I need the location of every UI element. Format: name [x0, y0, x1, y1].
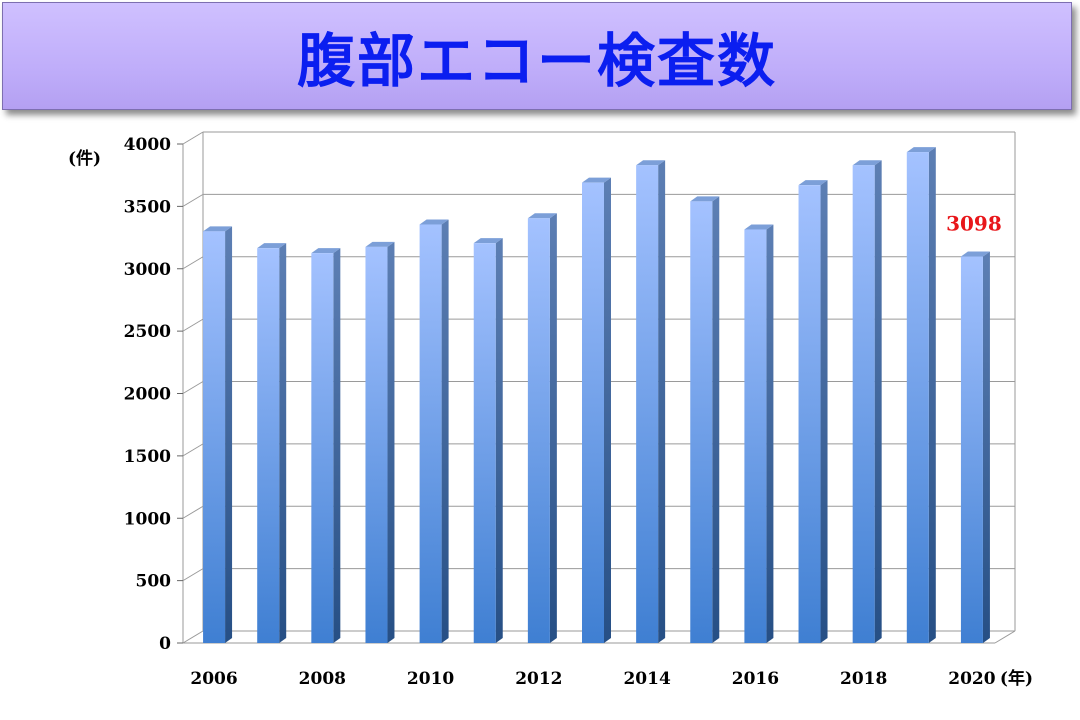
gridline-diagonal — [182, 256, 204, 270]
bar-side — [495, 238, 503, 643]
bar-2007 — [257, 243, 287, 643]
bar-side — [549, 213, 557, 643]
bar-2019 — [906, 147, 936, 643]
page-title: 腹部エコー検査数 — [296, 27, 777, 95]
bar-2008 — [311, 248, 341, 643]
bar-front — [960, 256, 983, 643]
bar-front — [906, 152, 929, 643]
bar-top — [473, 238, 503, 244]
bar-front — [744, 229, 767, 644]
bar-front — [527, 218, 550, 643]
bar-side — [982, 251, 990, 643]
bar-side — [766, 224, 774, 644]
bar-side — [658, 160, 666, 643]
bar-side — [712, 196, 720, 643]
bar-2016 — [744, 224, 774, 644]
gridline-diagonal — [182, 381, 204, 394]
bar-front — [636, 165, 659, 643]
bar-top — [906, 147, 936, 153]
data-label: 3098 — [946, 212, 1002, 236]
bar-2013 — [582, 177, 611, 644]
bar-side — [225, 226, 233, 643]
bar-front — [365, 246, 388, 643]
bar-top — [744, 224, 774, 230]
bar-front — [419, 224, 442, 643]
bar-side — [333, 248, 341, 643]
y-tick-label: 3500 — [124, 197, 171, 217]
x-tick-label: 2012 — [515, 669, 562, 689]
bar-front — [582, 182, 604, 644]
x-tick-label: 2010 — [407, 669, 454, 689]
bar-2009 — [365, 241, 395, 643]
y-tick-label: 1500 — [124, 447, 171, 467]
bar-top — [636, 160, 666, 166]
gridline-diagonal — [182, 568, 204, 582]
bar-side — [604, 177, 611, 644]
axis-labels: 0 500 1000 1500 2000 2500 3000 3500 4000 2006 2008… — [68, 135, 1033, 689]
bar-top — [852, 160, 882, 166]
x-tick-label: 2014 — [623, 669, 670, 689]
bar-2020 — [960, 251, 990, 643]
bar-2011 — [473, 238, 503, 643]
bar-top — [203, 226, 233, 232]
y-tick-label: 2000 — [124, 385, 171, 405]
bar-top — [527, 213, 557, 219]
bar-2017 — [798, 180, 828, 644]
bar-2010 — [419, 219, 449, 643]
bar-2018 — [852, 160, 882, 643]
gridline-diagonal — [182, 193, 204, 207]
gridline-diagonal — [182, 131, 204, 145]
gridline-diagonal — [182, 630, 204, 644]
bar-top — [582, 177, 611, 183]
gridline-diagonal — [182, 318, 204, 332]
y-tick-label: 4000 — [124, 135, 171, 155]
bars — [203, 147, 990, 644]
y-tick-label: 3000 — [124, 260, 171, 280]
y-tick-label: 0 — [159, 634, 171, 654]
bar-front — [473, 243, 496, 643]
bar-2006 — [203, 226, 233, 643]
bar-side — [441, 219, 449, 643]
bar-top — [311, 248, 341, 254]
bar-2015 — [690, 196, 720, 643]
gridline-diagonal — [182, 443, 204, 457]
bar-top — [257, 243, 287, 249]
x-unit-label: (年) — [1000, 668, 1033, 689]
bar-side — [820, 180, 828, 644]
title-banner: 腹部エコー検査数 — [2, 2, 1072, 110]
x-tick-label: 2008 — [299, 669, 346, 689]
y-tick-label: 2500 — [124, 322, 171, 342]
gridline-diagonal — [182, 505, 204, 519]
y-tick-label: 1000 — [124, 509, 171, 529]
y-tick-label: 500 — [136, 572, 172, 592]
bar-front — [311, 253, 334, 643]
bar-top — [365, 241, 395, 247]
x-tick-label: 2018 — [840, 669, 887, 689]
bar-front — [257, 248, 280, 643]
bar-2014 — [636, 160, 666, 643]
bar-front — [798, 185, 821, 644]
x-tick-label: 2016 — [732, 669, 779, 689]
bar-top — [960, 251, 990, 257]
bar-side — [874, 160, 882, 643]
bar-side — [279, 243, 287, 643]
floor-right-edge — [994, 630, 1016, 644]
bar-top — [690, 196, 720, 202]
bar-front — [690, 201, 713, 643]
bar-top — [798, 180, 828, 186]
bar-top — [419, 219, 449, 225]
bar-side — [387, 241, 395, 643]
y-unit-label: (件) — [68, 148, 101, 169]
x-tick-label: 2006 — [190, 669, 237, 689]
bar-side — [928, 147, 936, 643]
bar-front — [852, 165, 875, 643]
bar-front — [203, 231, 226, 643]
bar-2012 — [527, 213, 557, 643]
x-tick-label: 2020 — [948, 669, 995, 689]
